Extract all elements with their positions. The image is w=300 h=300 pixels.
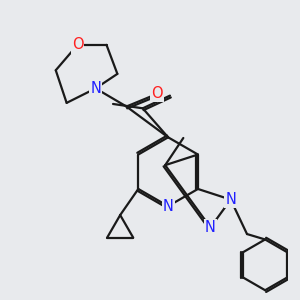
Text: N: N <box>225 192 236 207</box>
Text: O: O <box>72 38 83 52</box>
Text: N: N <box>163 199 174 214</box>
Text: N: N <box>90 81 101 96</box>
Text: N: N <box>205 220 216 235</box>
Text: O: O <box>152 86 163 101</box>
